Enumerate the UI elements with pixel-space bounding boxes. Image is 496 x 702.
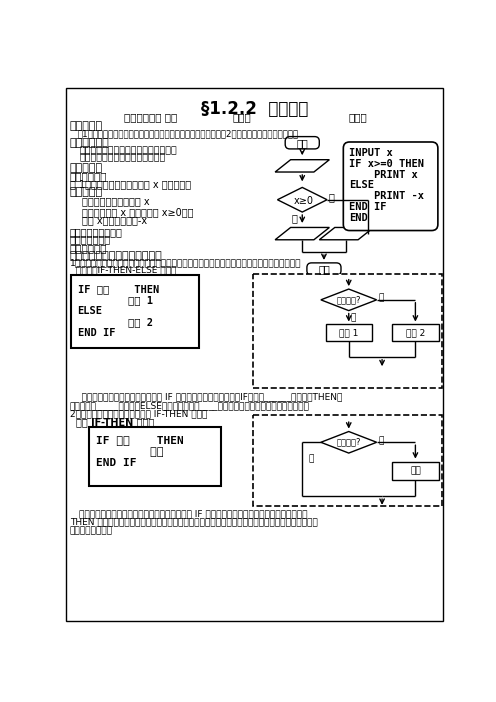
Text: §1.2.2  条件语句: §1.2.2 条件语句 bbox=[200, 100, 308, 118]
Text: 开始: 开始 bbox=[297, 138, 308, 147]
Text: 第一步，输入一个实数 x: 第一步，输入一个实数 x bbox=[82, 196, 150, 206]
Text: 语句: 语句 bbox=[410, 466, 421, 475]
Text: 否: 否 bbox=[328, 192, 334, 202]
Polygon shape bbox=[275, 227, 329, 240]
Text: 程序：如右图．: 程序：如右图． bbox=[70, 234, 111, 244]
Text: END: END bbox=[349, 213, 368, 223]
Polygon shape bbox=[252, 416, 442, 506]
Text: 计算机执行这种形式的条件语句时，也是首先对 IF 后的条件进行判断，如果条件符合，就执行: 计算机执行这种形式的条件语句时，也是首先对 IF 后的条件进行判断，如果条件符合… bbox=[79, 509, 308, 518]
Polygon shape bbox=[89, 427, 221, 486]
Text: 结束: 结束 bbox=[318, 264, 330, 274]
Text: 例 1．编写一个程序，求实数 x 的绝对值．: 例 1．编写一个程序，求实数 x 的绝对值． bbox=[70, 179, 191, 189]
Text: 是: 是 bbox=[292, 213, 298, 224]
Text: ELSE: ELSE bbox=[349, 180, 374, 190]
Text: （即 IF-THEN 格式）: （即 IF-THEN 格式） bbox=[76, 417, 154, 427]
Text: 学习过程：: 学习过程： bbox=[70, 163, 103, 173]
Text: 否: 否 bbox=[378, 294, 383, 303]
Text: END IF: END IF bbox=[349, 202, 386, 212]
Text: 1．算法中的条件结构是由条件语句来表达的，是处理条件分支逻辑结构的算法语句，它的一般格: 1．算法中的条件结构是由条件语句来表达的，是处理条件分支逻辑结构的算法语句，它的… bbox=[70, 258, 301, 267]
Text: 输出 x，否则，输出-x: 输出 x，否则，输出-x bbox=[82, 215, 147, 225]
Text: ELSE: ELSE bbox=[77, 306, 103, 316]
Text: 算法步骤：: 算法步骤： bbox=[70, 187, 103, 197]
Text: 难点：会编写程序中的条件语句。: 难点：会编写程序中的条件语句。 bbox=[79, 154, 165, 163]
Polygon shape bbox=[277, 187, 327, 212]
Text: 语句 2: 语句 2 bbox=[77, 317, 152, 326]
Text: 语句 2: 语句 2 bbox=[406, 329, 425, 338]
Polygon shape bbox=[392, 461, 438, 480]
Polygon shape bbox=[71, 275, 199, 348]
Text: 满足条件?: 满足条件? bbox=[336, 438, 361, 446]
Text: PRINT x: PRINT x bbox=[349, 170, 418, 180]
FancyBboxPatch shape bbox=[285, 137, 319, 149]
Text: INPUT x: INPUT x bbox=[349, 148, 392, 158]
Text: 第二步，判断 x 的符号，若 x≥0，则: 第二步，判断 x 的符号，若 x≥0，则 bbox=[82, 207, 193, 218]
Polygon shape bbox=[321, 289, 376, 310]
Text: 2．在某些情况下，也可以只使用 IF-THEN 语句：: 2．在某些情况下，也可以只使用 IF-THEN 语句： bbox=[70, 409, 207, 418]
Polygon shape bbox=[275, 159, 329, 172]
Text: 式是：（IF-THEN-ELSE 格式）: 式是：（IF-THEN-ELSE 格式） bbox=[76, 265, 176, 274]
Text: 学号：: 学号： bbox=[349, 112, 368, 122]
Text: PRINT -x: PRINT -x bbox=[349, 191, 424, 201]
Text: IF 条件    THEN: IF 条件 THEN bbox=[96, 435, 184, 445]
Text: 语句 1: 语句 1 bbox=[339, 329, 359, 338]
Text: 程序框图：如左图．: 程序框图：如左图． bbox=[70, 227, 123, 237]
Text: 就执行语句_____。否则（ELSE）执行后的语句____。其对应的程序框图为：（如上右图）: 就执行语句_____。否则（ELSE）执行后的语句____。其对应的程序框图为：… bbox=[70, 401, 310, 410]
Text: 是: 是 bbox=[378, 436, 383, 445]
Text: 是: 是 bbox=[350, 314, 356, 323]
Polygon shape bbox=[325, 324, 372, 341]
Polygon shape bbox=[319, 227, 373, 240]
Text: 【探索新知】: 【探索新知】 bbox=[70, 243, 107, 253]
Text: 否: 否 bbox=[309, 455, 314, 463]
Text: IF 条件    THEN: IF 条件 THEN bbox=[77, 284, 159, 294]
Polygon shape bbox=[321, 432, 376, 453]
Text: 学习目标：: 学习目标： bbox=[70, 121, 103, 131]
Text: 学点一：条件语句的格式和功能: 学点一：条件语句的格式和功能 bbox=[70, 251, 163, 260]
Text: 班级：高二（ ）班: 班级：高二（ ）班 bbox=[124, 112, 177, 122]
Text: IF x>=0 THEN: IF x>=0 THEN bbox=[349, 159, 424, 169]
Text: 语句: 语句 bbox=[96, 447, 164, 457]
Text: END IF: END IF bbox=[77, 328, 115, 338]
Text: （1）正确理解条件语句的概念，并掌握其结构的区别与联系。（2）会应用条件语句编写程序。: （1）正确理解条件语句的概念，并掌握其结构的区别与联系。（2）会应用条件语句编写… bbox=[77, 129, 299, 138]
Text: 【新课引入】: 【新课引入】 bbox=[70, 171, 107, 181]
FancyBboxPatch shape bbox=[307, 263, 341, 275]
Polygon shape bbox=[66, 88, 442, 621]
Text: x≥0: x≥0 bbox=[294, 197, 314, 206]
Text: 当计算机执行上述语句时，首先对 IF 后的条件进行判断，如果（IF）条件______，那么（THEN）: 当计算机执行上述语句时，首先对 IF 后的条件进行判断，如果（IF）条件____… bbox=[70, 392, 342, 402]
Polygon shape bbox=[392, 324, 438, 341]
Text: END IF: END IF bbox=[96, 458, 136, 468]
Text: 重点：条件语句的步骤、结构及功能。: 重点：条件语句的步骤、结构及功能。 bbox=[79, 146, 177, 155]
Text: 满足条件?: 满足条件? bbox=[336, 296, 361, 305]
Polygon shape bbox=[252, 274, 442, 388]
Text: THEN 后的语句。如果条件不符合，则直接结束该条件语句，转而执行其他语句。其对应的程序框图: THEN 后的语句。如果条件不符合，则直接结束该条件语句，转而执行其他语句。其对… bbox=[70, 518, 317, 526]
Text: 为：（如上右图）: 为：（如上右图） bbox=[70, 526, 113, 535]
Text: 姓名：: 姓名： bbox=[233, 112, 251, 122]
Text: 语句 1: 语句 1 bbox=[77, 296, 152, 305]
Text: 学习重难点：: 学习重难点： bbox=[70, 138, 110, 148]
FancyBboxPatch shape bbox=[343, 142, 438, 230]
